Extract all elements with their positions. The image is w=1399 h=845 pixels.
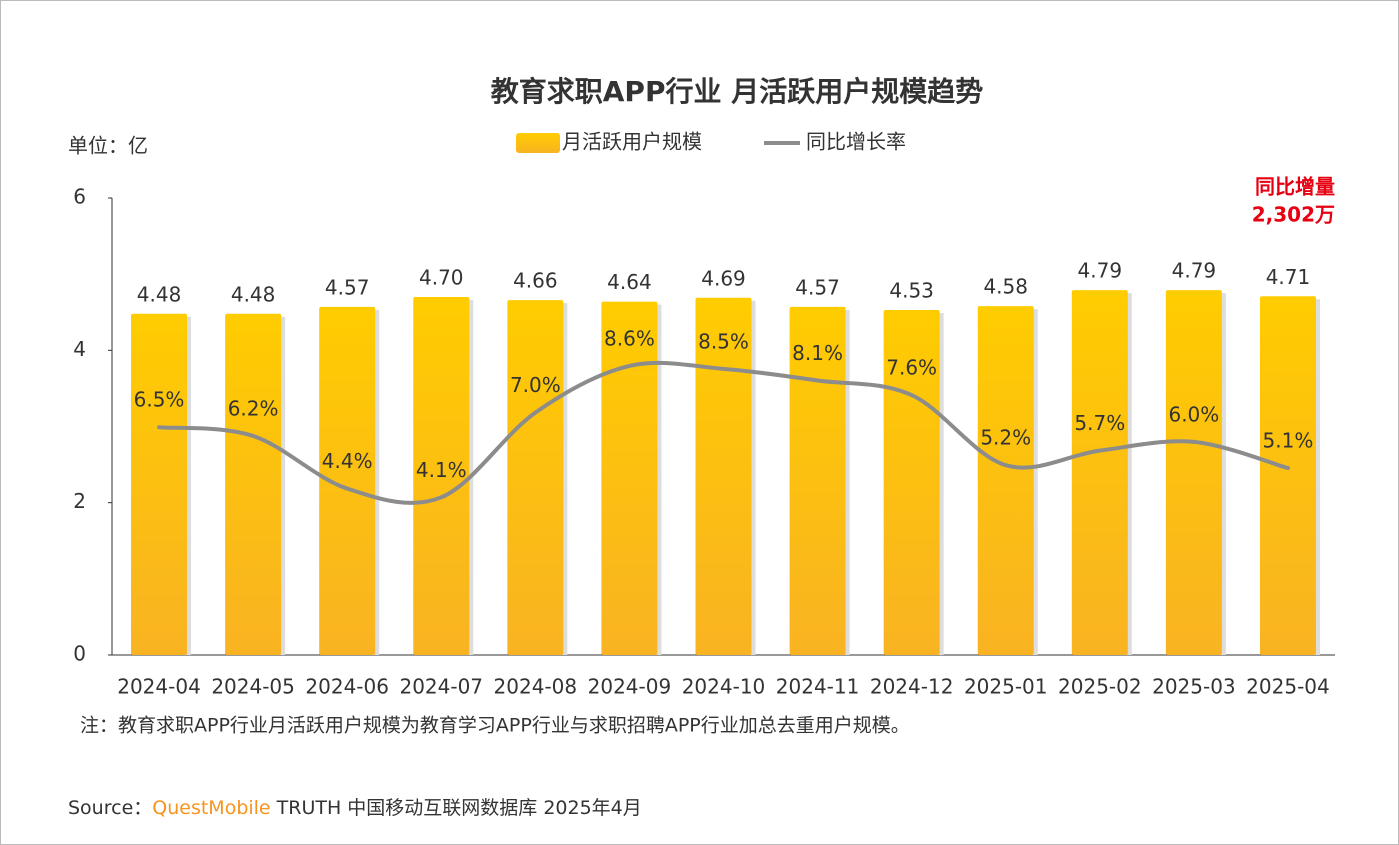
bar-value-label: 4.64 bbox=[607, 270, 652, 294]
note: 注：教育求职APP行业月活跃用户规模为教育学习APP行业与求职招聘APP行业加总… bbox=[80, 715, 910, 737]
annotation: 同比增量 bbox=[1255, 175, 1335, 199]
bar-value-label: 4.79 bbox=[1078, 259, 1123, 283]
bar-value-label: 4.57 bbox=[325, 275, 370, 299]
bar bbox=[601, 301, 658, 655]
bar bbox=[977, 306, 1034, 655]
y-tick-label: 0 bbox=[73, 642, 86, 666]
x-tick-label: 2024-04 bbox=[117, 675, 201, 699]
line-value-label: 6.5% bbox=[134, 388, 185, 412]
line-value-label: 8.1% bbox=[792, 341, 843, 365]
x-tick-label: 2025-03 bbox=[1152, 675, 1236, 699]
bar-value-label: 4.48 bbox=[137, 282, 182, 306]
x-tick-label: 2024-07 bbox=[399, 675, 483, 699]
line-value-label: 8.5% bbox=[698, 329, 749, 353]
line-value-label: 7.0% bbox=[510, 373, 561, 397]
x-tick-label: 2024-09 bbox=[588, 675, 672, 699]
bar bbox=[1071, 290, 1128, 655]
bar bbox=[225, 313, 282, 655]
source-text: Source： bbox=[68, 797, 152, 819]
line-value-label: 7.6% bbox=[886, 356, 937, 380]
legend-label: 同比增长率 bbox=[806, 130, 906, 154]
bar bbox=[695, 297, 752, 655]
line-value-label: 5.2% bbox=[980, 426, 1031, 450]
bar-value-label: 4.69 bbox=[701, 266, 746, 290]
bar bbox=[789, 306, 846, 655]
source-text: TRUTH 中国移动互联网数据库 2025年4月 bbox=[276, 797, 642, 819]
x-tick-label: 2024-11 bbox=[776, 675, 860, 699]
bar bbox=[413, 297, 470, 655]
bar-value-label: 4.66 bbox=[513, 269, 558, 293]
x-tick-label: 2024-10 bbox=[682, 675, 766, 699]
bar-value-label: 4.48 bbox=[231, 282, 276, 306]
x-tick-label: 2024-08 bbox=[494, 675, 578, 699]
bar-value-label: 4.58 bbox=[983, 275, 1028, 299]
bar-value-label: 4.57 bbox=[795, 275, 840, 299]
bar bbox=[131, 313, 188, 655]
bar-value-label: 4.79 bbox=[1172, 259, 1217, 283]
x-tick-label: 2024-12 bbox=[870, 675, 954, 699]
growth-line bbox=[157, 360, 1290, 505]
y-tick-label: 4 bbox=[73, 337, 86, 361]
line-value-label: 6.2% bbox=[228, 396, 279, 420]
x-tick-label: 2024-05 bbox=[211, 675, 295, 699]
bar-value-label: 4.53 bbox=[889, 278, 934, 302]
y-tick-label: 2 bbox=[73, 489, 86, 513]
x-tick-label: 2025-01 bbox=[964, 675, 1048, 699]
unit-label: 单位：亿 bbox=[68, 134, 148, 158]
source: Source：QuestMobile TRUTH 中国移动互联网数据库 2025年… bbox=[68, 797, 642, 819]
line-value-label: 5.7% bbox=[1074, 411, 1125, 435]
x-tick-label: 2025-02 bbox=[1058, 675, 1142, 699]
x-tick-label: 2024-06 bbox=[305, 675, 389, 699]
annotation: 2,302万 bbox=[1252, 203, 1335, 227]
legend-label: 月活跃用户规模 bbox=[562, 130, 702, 154]
bar-value-label: 4.70 bbox=[419, 266, 464, 290]
line-value-label: 8.6% bbox=[604, 326, 655, 350]
legend-swatch bbox=[516, 133, 560, 153]
y-tick-label: 6 bbox=[73, 185, 86, 209]
bar bbox=[507, 300, 564, 655]
line-value-label: 5.1% bbox=[1263, 429, 1314, 453]
bar bbox=[883, 309, 940, 655]
bar-value-label: 4.71 bbox=[1266, 265, 1311, 289]
bar bbox=[319, 306, 376, 655]
line-value-label: 4.1% bbox=[416, 458, 467, 482]
chart-title: 教育求职APP行业 月活跃用户规模趋势 bbox=[491, 75, 983, 108]
x-tick-label: 2025-04 bbox=[1246, 675, 1330, 699]
line-value-label: 6.0% bbox=[1168, 402, 1219, 426]
bar bbox=[1165, 290, 1222, 655]
bar bbox=[1259, 296, 1316, 655]
line-value-label: 4.4% bbox=[322, 449, 373, 473]
source-brand: QuestMobile bbox=[152, 797, 270, 819]
